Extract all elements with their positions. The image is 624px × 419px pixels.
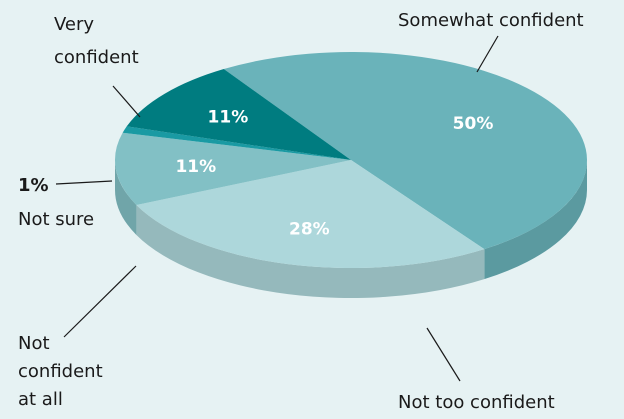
leader-line-not-confident-at-all xyxy=(63,265,137,338)
value-label-very-confident: 11% xyxy=(208,107,249,127)
pie-top-layer xyxy=(115,51,588,269)
label-not-confident-line3: at all xyxy=(18,389,63,410)
leader-line-very-confident xyxy=(112,85,141,118)
leader-line-not-too-confident xyxy=(426,327,461,382)
pie-side-layer xyxy=(115,160,587,299)
value-label-somewhat-confident: 50% xyxy=(453,114,494,134)
leader-line-somewhat-confident xyxy=(476,35,499,73)
slice-somewhat-confident xyxy=(223,51,588,250)
value-label-not-confident-at-all: 11% xyxy=(175,157,216,177)
side-wall-not-too-confident xyxy=(136,204,485,299)
label-not-sure-percent: 1% xyxy=(18,175,49,196)
label-somewhat-confident: Somewhat confident xyxy=(398,10,584,31)
slice-not-confident-at-all xyxy=(115,132,351,205)
side-wall-not-confident-at-all xyxy=(115,160,137,235)
slice-very-confident xyxy=(126,69,351,160)
slice-not-sure xyxy=(122,126,352,160)
label-not-too-confident: Not too confident xyxy=(398,392,555,413)
label-not-confident-line1: Not xyxy=(18,333,50,354)
side-wall-somewhat-confident xyxy=(484,160,587,280)
leader-line-not-sure xyxy=(55,180,113,185)
label-very-confident-line1: Very xyxy=(54,14,94,35)
slice-value-labels: 50% 28% 11% 11% xyxy=(175,107,493,239)
label-not-confident-line2: confident xyxy=(18,361,103,382)
label-very-confident-line2: confident xyxy=(54,47,139,68)
slice-not-too-confident xyxy=(136,160,485,269)
label-not-sure: Not sure xyxy=(18,209,94,230)
value-label-not-too-confident: 28% xyxy=(289,220,330,240)
